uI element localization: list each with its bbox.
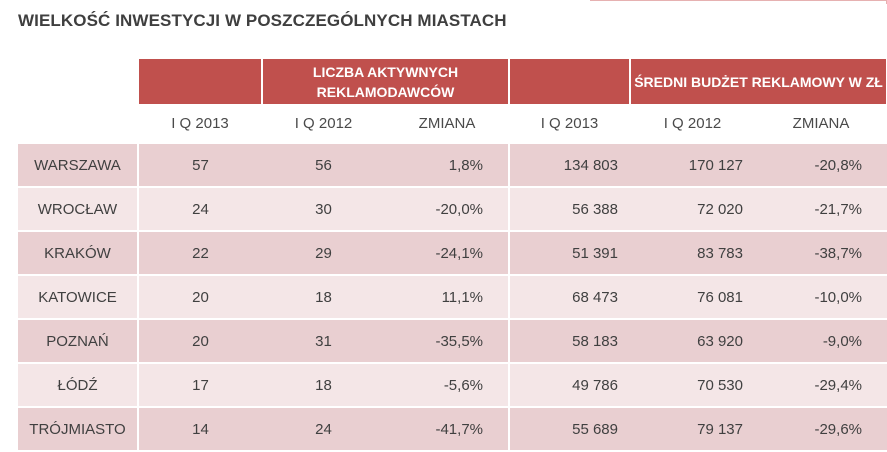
city-cell: WROCŁAW (18, 186, 139, 232)
advertisers-2012-cell: 18 (262, 274, 385, 320)
investment-table: LICZBA AKTYWNYCH REKLAMODAWCÓW ŚREDNI BU… (18, 59, 887, 452)
advertisers-2013-cell: 17 (138, 362, 262, 408)
budget-change-cell: -29,6% (755, 406, 887, 452)
sub-header-row: I Q 2013 I Q 2012 ZMIANA I Q 2013 I Q 20… (18, 104, 887, 143)
budget-change-cell: -38,7% (755, 230, 887, 276)
header-corner (18, 59, 138, 104)
budget-2013-cell: 49 786 (509, 362, 630, 408)
col-header-a2013: I Q 2013 (138, 104, 262, 143)
advertisers-2012-cell: 29 (262, 230, 385, 276)
advertisers-change-cell: 11,1% (385, 274, 510, 320)
group-header-budget: ŚREDNI BUDŻET REKLAMOWY W ZŁ (629, 59, 887, 104)
advertisers-2013-cell: 20 (138, 274, 262, 320)
budget-change-cell: -21,7% (755, 186, 887, 232)
advertisers-2012-cell: 31 (262, 318, 385, 364)
advertisers-2012-cell: 56 (262, 142, 385, 188)
advertisers-2012-cell: 30 (262, 186, 385, 232)
advertisers-change-cell: -24,1% (385, 230, 510, 276)
advertisers-2013-cell: 14 (138, 406, 262, 452)
table-row: TRÓJMIASTO 14 24 -41,7% 55 689 79 137 -2… (18, 406, 887, 452)
budget-2012-cell: 79 137 (630, 406, 755, 452)
advertisers-change-cell: -35,5% (385, 318, 510, 364)
budget-2012-cell: 76 081 (630, 274, 755, 320)
advertisers-change-cell: 1,8% (385, 142, 510, 188)
advertisers-2013-cell: 24 (138, 186, 262, 232)
budget-2013-cell: 134 803 (509, 142, 630, 188)
budget-2013-cell: 55 689 (509, 406, 630, 452)
advertisers-2013-cell: 57 (138, 142, 262, 188)
group-header-row: LICZBA AKTYWNYCH REKLAMODAWCÓW ŚREDNI BU… (18, 59, 887, 104)
table-row: WARSZAWA 57 56 1,8% 134 803 170 127 -20,… (18, 142, 887, 188)
budget-2013-cell: 68 473 (509, 274, 630, 320)
advertisers-change-cell: -5,6% (385, 362, 510, 408)
city-cell: WARSZAWA (18, 142, 139, 188)
decorative-top-border (590, 0, 887, 4)
advertisers-2013-cell: 22 (138, 230, 262, 276)
city-cell: ŁÓDŹ (18, 362, 139, 408)
city-cell: KRAKÓW (18, 230, 139, 276)
budget-change-cell: -20,8% (755, 142, 887, 188)
col-header-b2012: I Q 2012 (630, 104, 755, 143)
budget-2013-cell: 51 391 (509, 230, 630, 276)
advertisers-change-cell: -41,7% (385, 406, 510, 452)
col-header-achange: ZMIANA (385, 104, 509, 143)
budget-2013-cell: 56 388 (509, 186, 630, 232)
advertisers-2012-cell: 18 (262, 362, 385, 408)
table-row: KRAKÓW 22 29 -24,1% 51 391 83 783 -38,7% (18, 230, 887, 276)
city-cell: TRÓJMIASTO (18, 406, 139, 452)
col-header-b2013: I Q 2013 (509, 104, 630, 143)
budget-change-cell: -29,4% (755, 362, 887, 408)
budget-2012-cell: 83 783 (630, 230, 755, 276)
advertisers-2012-cell: 24 (262, 406, 385, 452)
budget-2012-cell: 63 920 (630, 318, 755, 364)
budget-2013-cell: 58 183 (509, 318, 630, 364)
col-header-bchange: ZMIANA (755, 104, 887, 143)
budget-change-cell: -10,0% (755, 274, 887, 320)
sub-header-corner (18, 104, 138, 143)
table-row: WROCŁAW 24 30 -20,0% 56 388 72 020 -21,7… (18, 186, 887, 232)
table-row: ŁÓDŹ 17 18 -5,6% 49 786 70 530 -29,4% (18, 362, 887, 408)
table-row: POZNAŃ 20 31 -35,5% 58 183 63 920 -9,0% (18, 318, 887, 364)
city-cell: KATOWICE (18, 274, 139, 320)
budget-2012-cell: 72 020 (630, 186, 755, 232)
page-title: WIELKOŚĆ INWESTYCJI W POSZCZEGÓLNYCH MIA… (18, 11, 507, 30)
advertisers-change-cell: -20,0% (385, 186, 510, 232)
group-header-advertisers: LICZBA AKTYWNYCH REKLAMODAWCÓW (261, 59, 510, 104)
header-blank-cell (137, 59, 263, 104)
header-blank-cell (508, 59, 631, 104)
budget-change-cell: -9,0% (755, 318, 887, 364)
city-cell: POZNAŃ (18, 318, 139, 364)
col-header-a2012: I Q 2012 (262, 104, 385, 143)
budget-2012-cell: 70 530 (630, 362, 755, 408)
table-row: KATOWICE 20 18 11,1% 68 473 76 081 -10,0… (18, 274, 887, 320)
budget-2012-cell: 170 127 (630, 142, 755, 188)
advertisers-2013-cell: 20 (138, 318, 262, 364)
